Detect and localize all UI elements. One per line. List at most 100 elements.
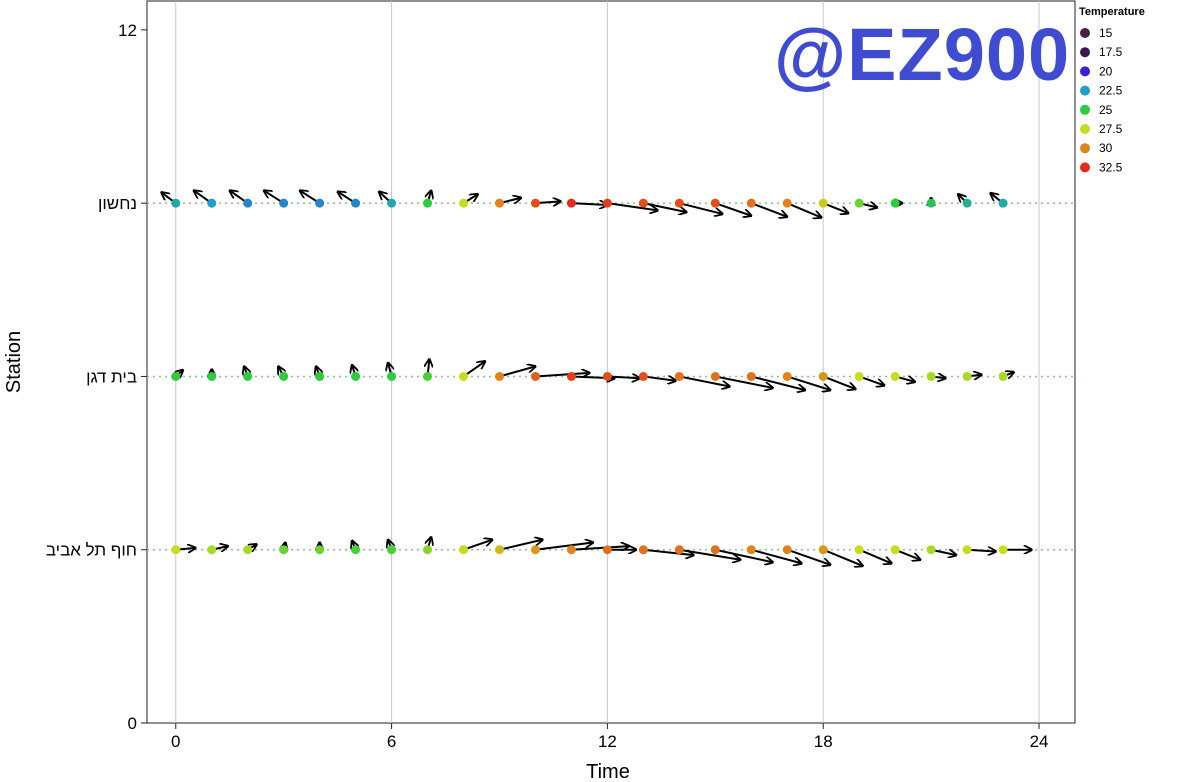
- temperature-point: [243, 198, 253, 208]
- legend-entry-label: 30: [1099, 141, 1113, 155]
- temperature-point: [351, 371, 361, 381]
- y-tick-label: 12: [118, 21, 137, 40]
- temperature-point: [351, 545, 361, 555]
- wind-arrow: [643, 548, 693, 555]
- temperature-point: [746, 545, 756, 555]
- legend-entry-label: 25: [1099, 103, 1113, 117]
- wind-arrow: [679, 375, 729, 386]
- temperature-point: [171, 545, 181, 555]
- temperature-point: [459, 198, 469, 208]
- wind-arrow: [607, 376, 639, 378]
- legend-entry-label: 15: [1099, 26, 1113, 40]
- y-axis-title: Station: [3, 331, 25, 393]
- temperature-point: [998, 545, 1008, 555]
- wind-arrow: [894, 548, 920, 560]
- wind-arrow: [750, 202, 787, 217]
- temperature-point: [243, 371, 253, 381]
- wind-arrow: [822, 202, 848, 213]
- temperature-point: [638, 198, 648, 208]
- wind-arrow: [786, 548, 830, 565]
- wind-arrow: [715, 375, 773, 388]
- temperature-point: [602, 371, 612, 381]
- wind-arrow: [679, 202, 722, 214]
- wind-arrow: [751, 375, 805, 390]
- temperature-point: [746, 371, 756, 381]
- temperature-point: [854, 371, 864, 381]
- temperature-point: [387, 198, 397, 208]
- wind-arrow: [499, 540, 542, 551]
- temperature-points: [171, 198, 1008, 555]
- temperature-point: [710, 545, 720, 555]
- wind-arrow: [571, 546, 629, 550]
- temperature-point: [494, 371, 504, 381]
- temperature-point: [207, 198, 217, 208]
- wind-arrow: [643, 202, 686, 212]
- temperature-point: [315, 371, 325, 381]
- temperature-point: [494, 545, 504, 555]
- temperature-point: [674, 545, 684, 555]
- wind-arrow: [751, 548, 801, 564]
- wind-arrow: [643, 376, 675, 380]
- temperature-point: [171, 371, 181, 381]
- temperature-point: [674, 198, 684, 208]
- temperature-point: [782, 198, 792, 208]
- temperature-point: [782, 371, 792, 381]
- wind-arrow: [535, 373, 589, 377]
- temperature-point: [890, 198, 900, 208]
- temperature-point: [638, 371, 648, 381]
- legend-swatch: [1080, 66, 1090, 77]
- temperature-point: [171, 198, 181, 208]
- legend-entry-label: 20: [1099, 64, 1113, 78]
- temperature-point: [530, 371, 540, 381]
- temperature-point: [854, 198, 864, 208]
- temperature-point: [207, 371, 217, 381]
- x-axis-ticks: 0 6 12 18 24: [171, 723, 1048, 751]
- temperature-point: [351, 198, 361, 208]
- station-tick-label: בית דגן: [86, 367, 137, 386]
- wind-arrow: [571, 203, 607, 205]
- legend-swatch: [1080, 104, 1090, 115]
- temperature-point: [315, 198, 325, 208]
- temperature-point: [818, 545, 828, 555]
- wind-arrow: [715, 548, 773, 563]
- temperature-point: [279, 198, 289, 208]
- temperature-point: [746, 198, 756, 208]
- temperature-point: [602, 198, 612, 208]
- temperature-point: [890, 545, 900, 555]
- temperature-point: [998, 371, 1008, 381]
- gridlines: [175, 1, 1040, 723]
- temperature-point: [638, 545, 648, 555]
- temperature-point: [279, 371, 289, 381]
- temperature-point: [890, 371, 900, 381]
- temperature-point: [962, 371, 972, 381]
- wind-arrow: [786, 202, 821, 217]
- temperature-point: [674, 371, 684, 381]
- station-tick-label: חוף תל אביב: [46, 541, 137, 560]
- x-tick-label: 24: [1030, 732, 1049, 751]
- x-tick-label: 0: [171, 732, 180, 751]
- temperature-point: [423, 198, 433, 208]
- temperature-point: [387, 371, 397, 381]
- wind-arrow: [535, 543, 593, 551]
- legend-entry-label: 27.5: [1099, 122, 1123, 136]
- wind-arrow: [679, 548, 740, 560]
- temperature-point: [530, 198, 540, 208]
- temperature-point: [566, 545, 576, 555]
- legend-swatch: [1080, 47, 1090, 58]
- wind-arrow: [786, 375, 830, 390]
- temperature-point: [926, 371, 936, 381]
- temperature-point: [459, 371, 469, 381]
- temperature-point: [387, 545, 397, 555]
- station-tick-label: נחשון: [98, 194, 137, 213]
- legend-entry-label: 22.5: [1099, 84, 1123, 98]
- temperature-point: [423, 545, 433, 555]
- temperature-point: [710, 371, 720, 381]
- wind-arrow: [463, 540, 493, 551]
- legend-swatch: [1080, 124, 1090, 134]
- temperature-point: [926, 198, 936, 208]
- x-axis-title: Time: [586, 761, 630, 782]
- temperature-point: [566, 198, 576, 208]
- plot-frame: [146, 0, 1076, 724]
- x-tick-label: 18: [814, 732, 833, 751]
